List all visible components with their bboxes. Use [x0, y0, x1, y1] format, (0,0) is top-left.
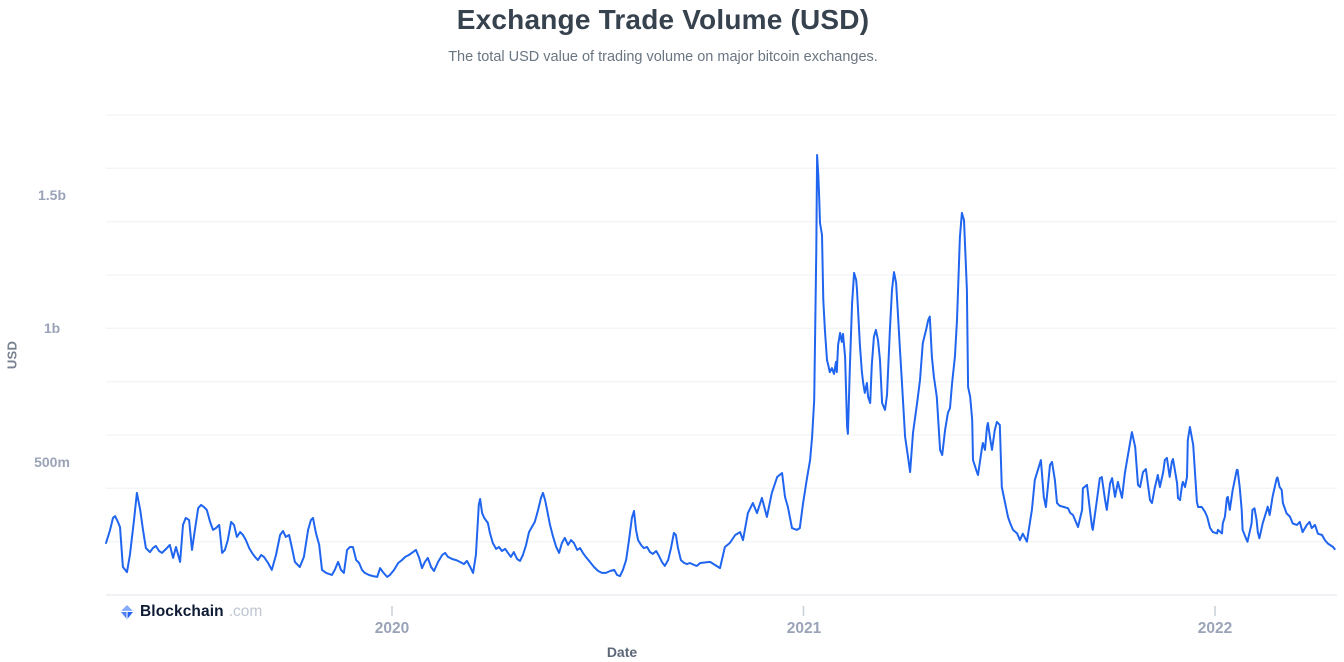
- brand-name: Blockchain: [140, 603, 224, 620]
- blockchain-diamond-icon: [121, 605, 133, 620]
- x-axis-title: Date: [606, 644, 638, 660]
- x-tick-label: 2022: [1197, 620, 1233, 637]
- chart-title: Exchange Trade Volume (USD): [456, 4, 870, 35]
- y-tick-label: 500m: [34, 454, 70, 470]
- x-tick-label: 2020: [374, 620, 410, 637]
- volume-line-series[interactable]: [105, 154, 1336, 578]
- y-axis-title: USD: [4, 340, 20, 370]
- x-tick-label: 2021: [786, 620, 822, 637]
- y-tick-label: 1.5b: [37, 187, 66, 203]
- y-tick-label: 1b: [43, 320, 61, 336]
- brand-tld: .com: [228, 603, 263, 620]
- chart-subtitle: The total USD value of trading volume on…: [448, 49, 878, 65]
- blockchain-logo-link[interactable]: Blockchain .com: [119, 602, 262, 622]
